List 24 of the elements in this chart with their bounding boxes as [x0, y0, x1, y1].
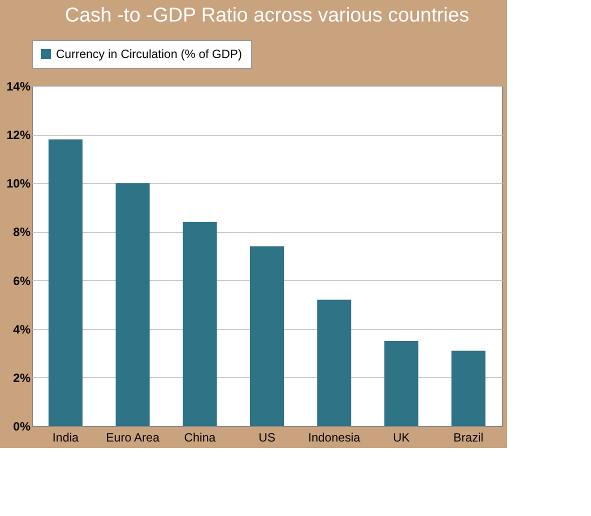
y-tick-label: 2%	[13, 370, 31, 385]
y-tick-label: 10%	[6, 176, 31, 191]
x-tick-label: Indonesia	[308, 430, 360, 444]
y-tick-label: 8%	[13, 225, 31, 240]
x-tick-label: US	[258, 430, 276, 444]
y-tick-label: 14%	[6, 80, 31, 94]
bar	[317, 300, 352, 426]
legend-label: Currency in Circulation (% of GDP)	[56, 47, 242, 61]
x-tick-label: China	[184, 430, 216, 444]
x-tick-label: Brazil	[453, 430, 484, 444]
bar	[182, 222, 217, 426]
x-tick-label: UK	[392, 430, 410, 444]
x-tick-label: Euro Area	[106, 430, 160, 444]
y-tick-label: 12%	[6, 128, 31, 142]
bar	[451, 350, 486, 426]
bar	[116, 183, 150, 426]
bar	[250, 246, 284, 426]
y-tick-label: 0%	[13, 420, 31, 434]
bar	[48, 139, 83, 426]
bar	[384, 341, 418, 426]
y-tick-label: 6%	[13, 274, 31, 288]
x-tick-label: India	[52, 430, 79, 444]
chart-title: Cash -to -GDP Ratio across various countries	[64, 4, 470, 26]
y-tick-label: 4%	[13, 322, 31, 336]
